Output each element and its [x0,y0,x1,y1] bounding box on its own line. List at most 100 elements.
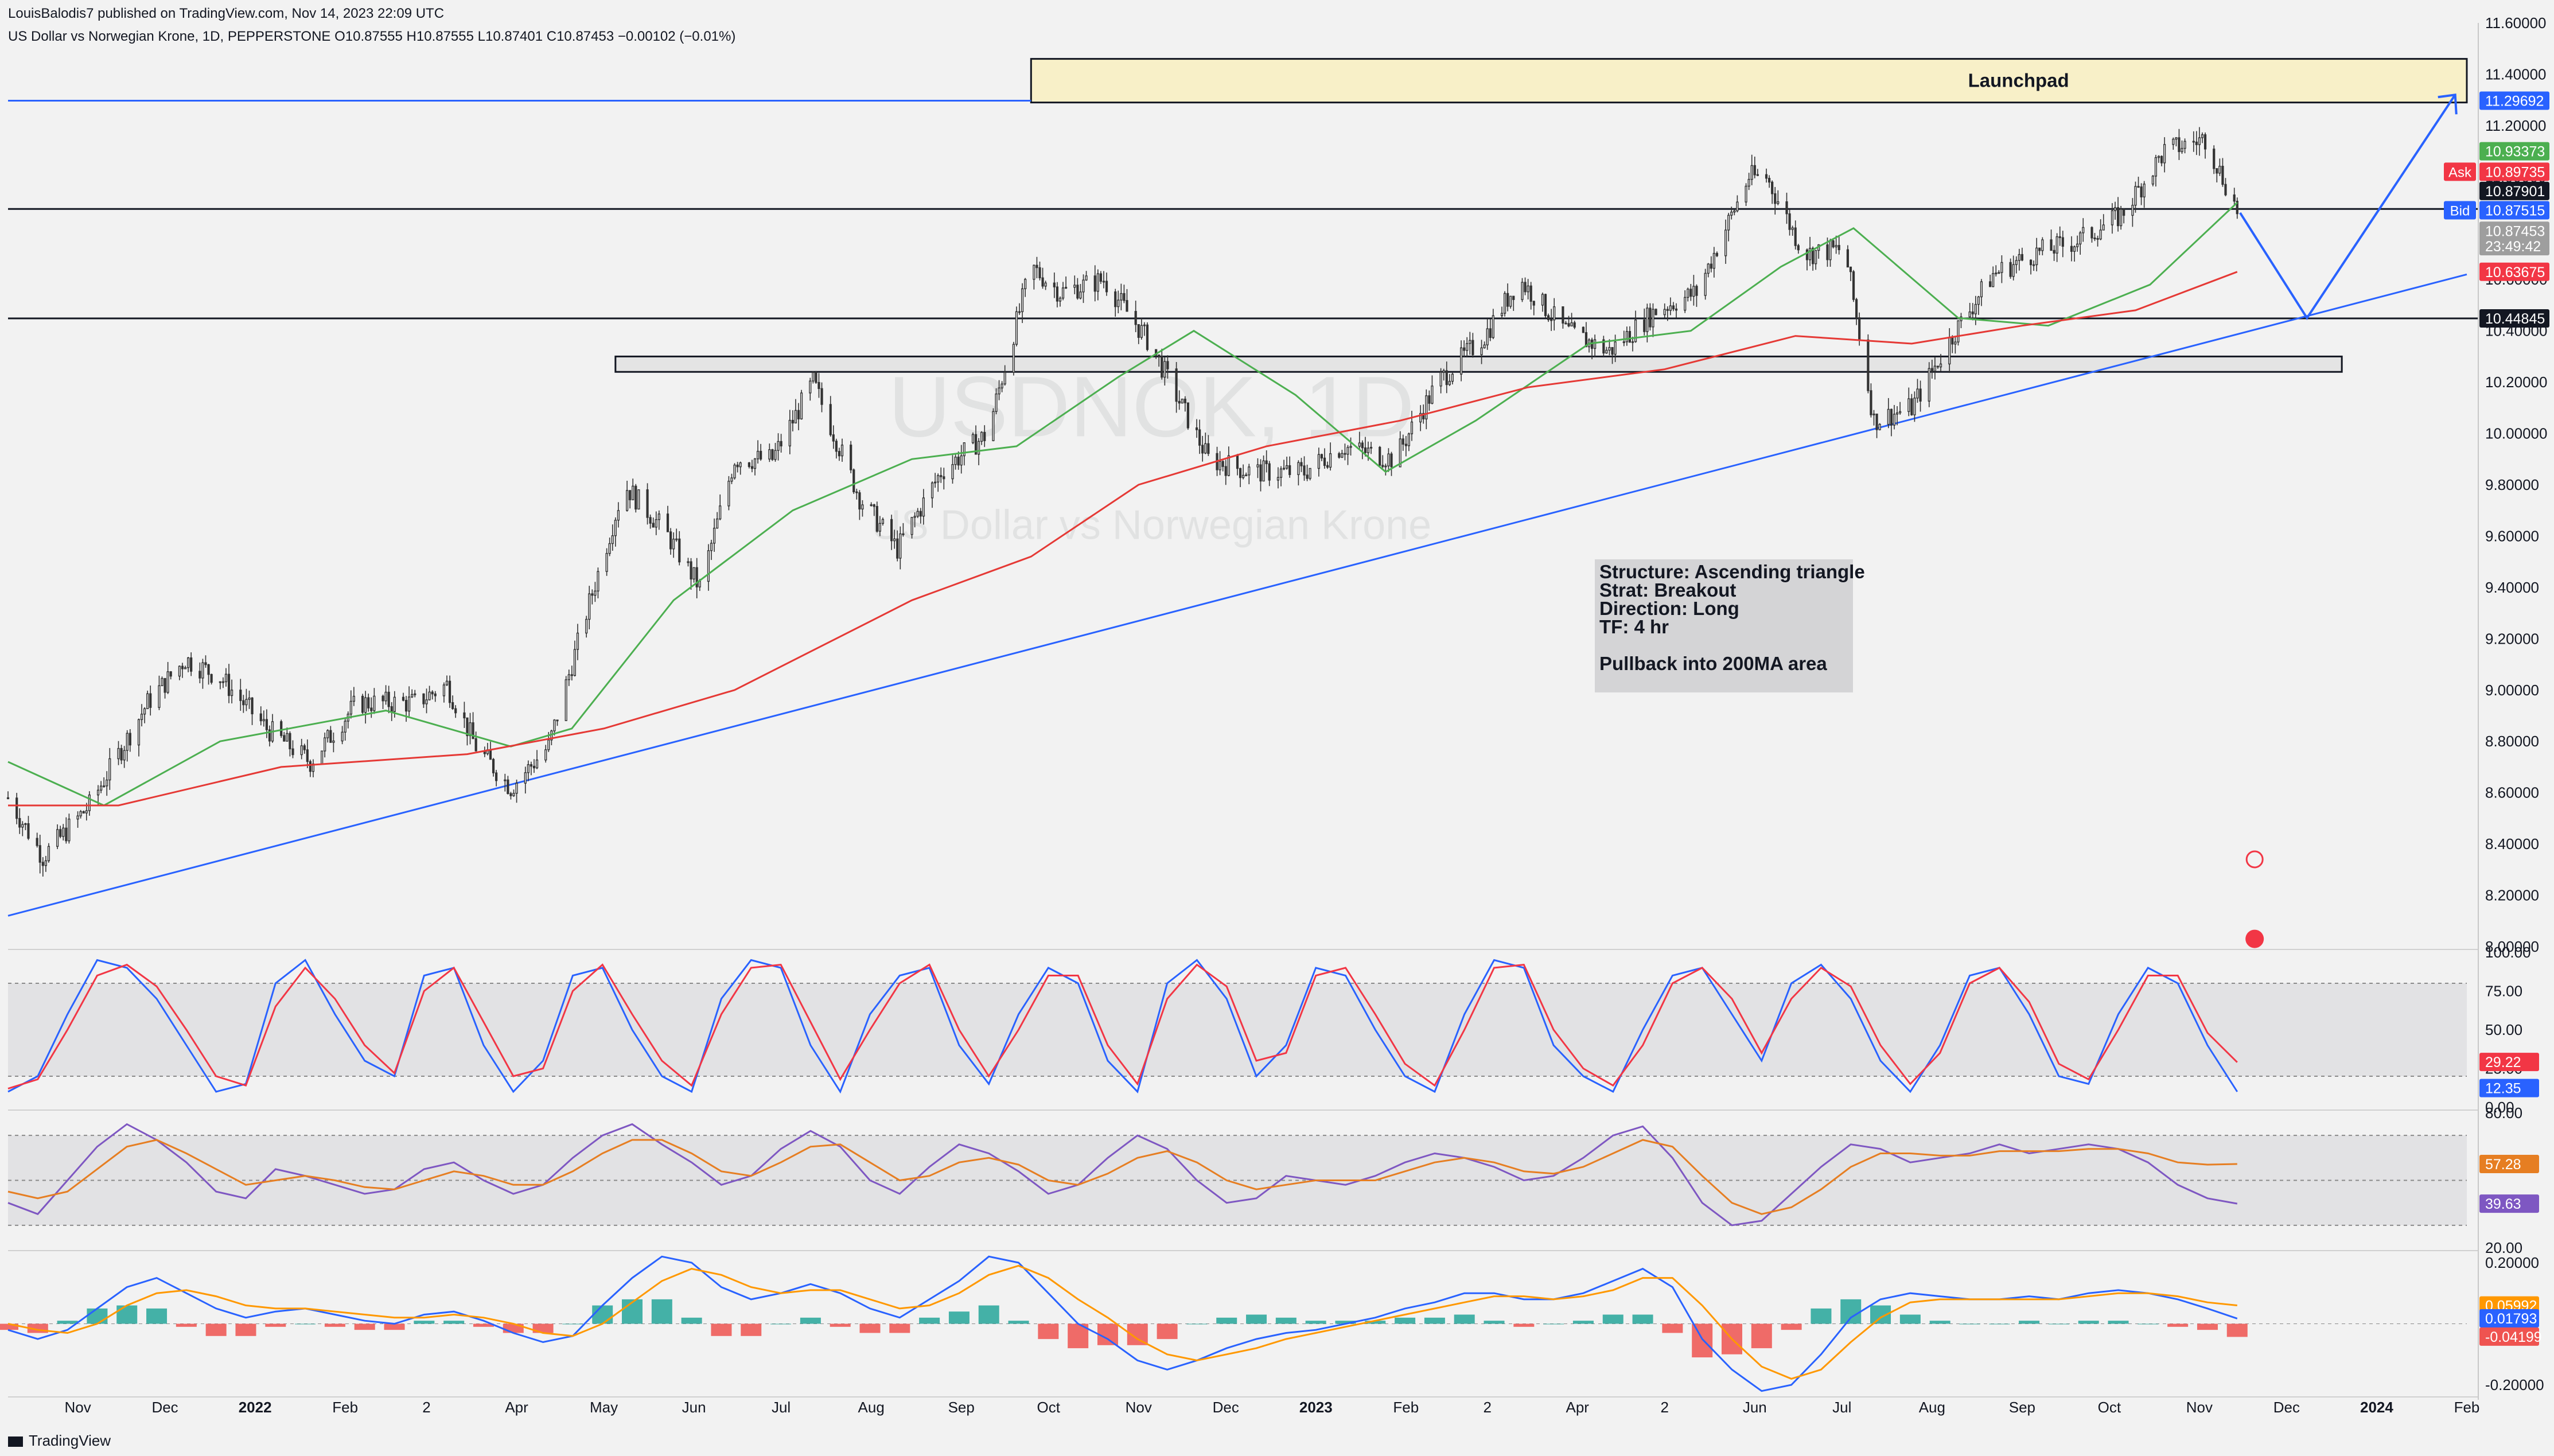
candle-body [1102,281,1105,283]
candle-body [2090,227,2093,239]
histogram-bar [2108,1321,2129,1324]
candle-body [207,664,210,675]
candle-body [1120,293,1123,301]
candle-body [1114,291,1117,307]
rsi-pane[interactable]: 80.00 20.00 57.28 39.63 [7,1104,2539,1256]
candle-body [1771,181,1774,194]
candle-body [1346,447,1349,455]
candle-body [1527,285,1529,293]
tradingview-logo[interactable]: TradingView [8,1432,111,1450]
candle-body [1916,388,1919,399]
candle-body [1117,299,1120,307]
price-label-text: 10.89735 [2485,164,2545,180]
histogram-bar [2167,1323,2189,1327]
candle-body [1018,311,1021,313]
candle-body [2116,207,2120,227]
candle-body [1466,342,1469,351]
candle-body [1076,285,1079,299]
candle-body [1195,427,1198,430]
candle-body [2015,260,2018,265]
candle-body [1338,453,1341,458]
candle-body [919,511,922,517]
candle-body [1712,252,1715,269]
candle-body [1323,457,1326,466]
candle-body [646,489,649,518]
x-tick-label: Oct [2098,1399,2121,1416]
candle-body [2096,238,2099,240]
candle-body [632,485,634,500]
candle-body [1785,201,1788,215]
alert-icon [2245,850,2264,869]
price-pane[interactable]: Launchpad USDNOK, 1D US Dollar vs Norwegia… [6,58,2478,948]
launchpad-zone [1030,58,2468,104]
candle-body [2012,264,2015,277]
value-label-bg [2479,1154,2539,1173]
candle-body [1419,412,1422,423]
candle-body [2102,224,2105,231]
candle-body [289,733,291,750]
candle-body [59,829,62,837]
candle-body [1364,447,1367,453]
candle-body [1689,289,1692,297]
candle-body [800,392,803,419]
candle-body [1829,240,1832,260]
y-tick-label: 10.20000 [2485,373,2547,391]
candle-body [1492,315,1494,338]
candle-body [1815,250,1817,264]
candle-body [1218,461,1221,470]
candle-body [146,693,149,710]
candle-body [1521,282,1524,300]
candle-body [2163,144,2166,163]
candle-body [1532,301,1535,306]
candle-body [370,707,373,711]
candle-body [1808,248,1812,260]
candle-body [2216,168,2218,174]
x-tick-label: Oct [1037,1399,1060,1416]
candle-body [2151,176,2154,185]
candle-body [713,527,716,544]
candle-body [1634,320,1637,342]
candle-body [56,829,59,847]
histogram-bar [414,1321,435,1324]
flag-icon [2245,929,2264,948]
candle-body [85,810,88,813]
candle-body [1858,317,1861,341]
candle-body [1038,267,1041,279]
candle-body [1181,398,1183,404]
candle-body [873,504,875,507]
candle-body [1379,446,1381,466]
candle-body [1451,373,1454,382]
watermark-ticker: USDNOK, 1D [889,359,1415,455]
oscillator-line [7,1139,2237,1215]
candle-body [1300,462,1303,466]
candle-body [178,665,181,677]
x-tick-label: Aug [858,1399,885,1416]
note-timeframe: TF: 4 hr [1599,616,1669,637]
candle-body [1875,413,1878,430]
histogram-bar [1216,1317,1237,1324]
x-tick-label: Nov [1126,1399,1152,1416]
histogram-bar [1572,1321,1594,1324]
candle-body [259,713,262,722]
price-tag-bg [2444,162,2476,181]
histogram-bar [354,1323,375,1330]
histogram-bar [770,1323,792,1325]
candle-body [1137,324,1140,338]
candle-body [1562,306,1564,324]
histogram-bar [1899,1314,1921,1324]
candle-body [1768,178,1771,183]
candle-body [1381,465,1384,468]
candle-body [1506,293,1509,307]
candle-body [1907,398,1910,412]
candle-body [870,504,873,507]
candle-body [303,745,306,750]
candle-body [591,593,594,596]
candle-body [137,719,141,746]
value-label-text: 12.35 [2485,1081,2521,1097]
candle-body [1547,315,1550,320]
candle-body [1672,305,1675,310]
candle-body [957,457,960,466]
